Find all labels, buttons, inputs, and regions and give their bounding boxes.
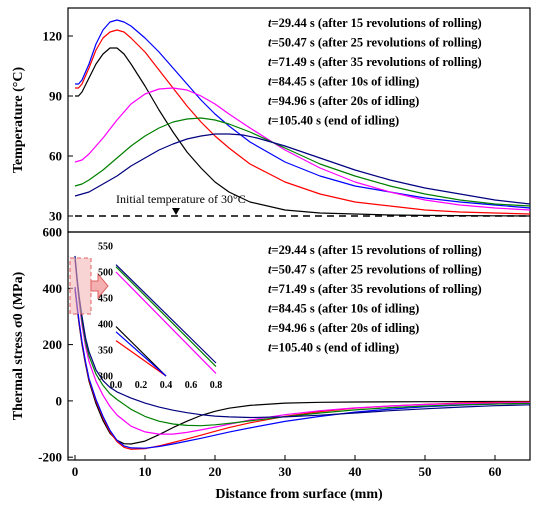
temperature-legend-entry-5: t=94.96 s (after 20s of idling) [268,94,419,108]
temperature-legend-entry-4: t=84.45 s (after 10s of idling) [268,75,419,89]
x-tick-label: 40 [349,464,362,479]
zoom-highlight-box [69,257,92,315]
stress-legend-entry-3: t=71.49 s (after 35 revolutions of rolli… [268,282,482,296]
zoom-arrow [90,272,109,300]
stress-legend-entry-4: t=84.45 s (after 10s of idling) [268,302,419,316]
inset-series-group [115,264,217,377]
temperature-legend-entry-2: t=50.47 s (after 25 revolutions of rolli… [268,36,482,50]
x-tick-label: 50 [419,464,432,479]
temperature-series-1 [75,47,531,217]
stress-plot-frame [67,231,531,461]
annotation-arrow [172,208,180,215]
temperature-y-axis-label: Temperature (°C) [11,67,26,174]
temperature-y-ticks: 30 60 90 120 [43,29,73,224]
inset-series-6 [115,264,217,364]
temperature-legend-entry-6: t=105.40 s (end of idling) [268,114,399,128]
inset-series-5 [115,266,217,368]
x-axis-label: Distance from surface (mm) [215,487,383,502]
temperature-series-3 [75,19,531,209]
stress-y-tick-label: 0 [56,393,63,408]
stress-series-3 [74,286,531,449]
temperature-series-5 [74,117,531,207]
stress-y-ticks: -200 0 200 400 600 [38,225,73,465]
inset-y-tick-label: 350 [98,346,113,357]
inset-x-tick-label: 0.8 [210,380,223,391]
stress-legend: t=29.44 s (after 15 revolutions of rolli… [268,243,482,355]
inset-x-tick-label: 0.2 [135,380,148,391]
stress-legend-entry-5: t=94.96 s (after 20s of idling) [268,321,419,335]
stress-series-5 [74,257,531,427]
stress-legend-entry-2: t=50.47 s (after 25 revolutions of rolli… [268,263,482,277]
x-tick-label: 60 [489,464,502,479]
stress-panel: 0 10 20 30 40 50 60 -200 0 200 400 600 Thermal str… [11,225,531,502]
inset-series-4 [115,271,217,374]
inset-plot: 300 350 400 450 500 550 0.0 0.2 0.4 0.6 0.8 [98,242,222,392]
stress-legend-entry-1: t=29.44 s (after 15 revolutions of rolli… [268,243,482,257]
temperature-y-tick-label: 120 [43,29,63,44]
stress-series-6 [74,255,531,419]
x-tick-label: 20 [209,464,222,479]
inset-y-tick-label: 450 [98,294,113,305]
temperature-series-2 [75,29,531,215]
temperature-y-tick-label: 90 [49,89,62,104]
x-tick-label: 0 [72,464,79,479]
inset-y-tick-label: 550 [98,242,113,253]
temperature-legend-entry-1: t=29.44 s (after 15 revolutions of rolli… [268,16,482,30]
stress-legend-entry-6: t=105.40 s (end of idling) [268,341,399,355]
temperature-panel: Initial temperature of 30°C 30 60 90 120 Te… [11,7,531,233]
inset-series-1 [115,326,167,377]
x-tick-label: 30 [279,464,292,479]
inset-series-2 [115,340,167,377]
x-tick-label: 10 [139,464,152,479]
temperature-y-tick-label: 30 [49,209,62,224]
temperature-y-tick-label: 60 [49,149,62,164]
stress-series-4 [74,260,531,435]
stress-y-axis-label: Thermal stress σ0 (MPa) [11,271,26,420]
stress-y-tick-label: 400 [43,281,63,296]
inset-y-tick-label: 400 [98,320,113,331]
inset-ticks: 300 350 400 450 500 550 0.0 0.2 0.4 0.6 0.8 [98,242,222,392]
stress-y-tick-label: 600 [43,225,63,240]
temperature-series-group [74,19,531,217]
temperature-legend-entry-3: t=71.49 s (after 35 revolutions of rolli… [268,55,482,69]
stress-y-tick-label: 200 [43,337,63,352]
temperature-series-6 [74,133,531,205]
inset-x-tick-label: 0.0 [110,380,123,391]
inset-y-tick-label: 300 [98,372,113,383]
temperature-series-4 [74,87,531,211]
initial-temperature-annotation: Initial temperature of 30°C [116,192,246,206]
inset-series-3 [115,331,167,377]
inset-x-tick-label: 0.6 [185,380,198,391]
inset-x-tick-label: 0.4 [160,380,173,391]
x-ticks: 0 10 20 30 40 50 60 [72,455,502,479]
inset-y-tick-label: 500 [98,268,113,279]
stress-y-tick-label: -200 [38,450,62,465]
stress-series-group [74,255,531,450]
temperature-legend: t=29.44 s (after 15 revolutions of rolli… [268,16,482,128]
